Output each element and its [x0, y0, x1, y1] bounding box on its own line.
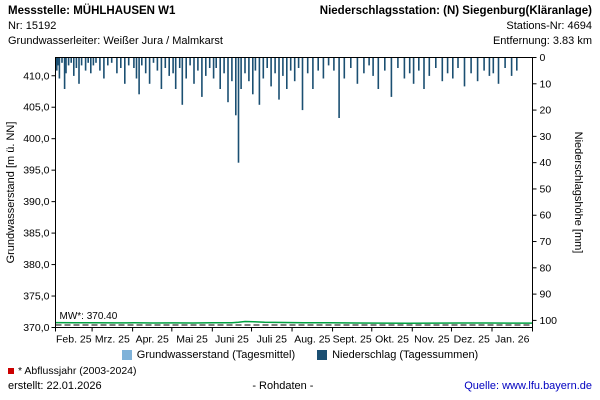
footnote-marker-icon	[8, 368, 14, 374]
station-header: Messstelle: MÜHLHAUSEN W1 Nr: 15192 Grun…	[8, 4, 223, 49]
plot-background	[55, 57, 533, 328]
right-axis-title: Niederschlagshöhe [mm]	[572, 132, 584, 254]
svg-text:90: 90	[540, 289, 552, 301]
svg-text:30: 30	[540, 131, 552, 143]
source-link[interactable]: Quelle: www.lfu.bayern.de	[464, 380, 592, 392]
svg-text:60: 60	[540, 210, 552, 222]
precipitation-bars	[56, 57, 518, 163]
precip-station-number: Stations-Nr: 4694	[506, 20, 592, 32]
raw-data-label: - Rohdaten -	[252, 380, 314, 392]
svg-text:Apr. 25: Apr. 25	[136, 334, 169, 346]
aquifer-info: Grundwasserleiter: Weißer Jura / Malmkar…	[8, 35, 223, 47]
right-axis-ticks: 0 10 20 30 40 50 60 70 80 90 100	[532, 52, 558, 327]
precip-station-title: Niederschlagsstation: (N) Siegenburg(Klä…	[319, 5, 592, 17]
svg-text:Mrz. 25: Mrz. 25	[95, 334, 130, 346]
svg-text:405,0: 405,0	[23, 102, 49, 114]
mean-water-label: MW*: 370.40	[60, 311, 118, 322]
footnote-row: * Abflussjahr (2003-2024)	[8, 365, 137, 377]
svg-text:80: 80	[540, 262, 552, 274]
precipitation-legend-marker	[317, 350, 328, 360]
svg-text:410,0: 410,0	[23, 70, 49, 82]
svg-text:20: 20	[540, 105, 552, 117]
precipitation-legend-label: Niederschlag (Tagessummen)	[332, 349, 479, 361]
svg-text:Okt. 25: Okt. 25	[375, 334, 409, 346]
left-axis-ticks: 410,0 405,0 400,0 395,0 390,0 385,0 380,0 375,0…	[23, 70, 56, 334]
svg-text:400,0: 400,0	[23, 133, 49, 145]
svg-text:385,0: 385,0	[23, 228, 49, 240]
svg-text:50: 50	[540, 183, 552, 195]
svg-text:Jan. 26: Jan. 26	[495, 334, 530, 346]
precip-station-distance: Entfernung: 3.83 km	[492, 35, 592, 47]
station-number: Nr: 15192	[8, 20, 57, 32]
legend-item-groundwater: Grundwasserstand (Tagesmittel)	[121, 349, 296, 361]
svg-text:Juli 25: Juli 25	[257, 334, 288, 346]
legend-item-precipitation: Niederschlag (Tagessummen)	[317, 349, 478, 361]
x-axis-ticks: Feb. 25 Mrz. 25 Apr. 25 Mai 25 Juni 25 Juli 2…	[55, 327, 533, 346]
left-axis-title: Grundwasserstand [m ü. NN]	[5, 122, 17, 264]
svg-text:390,0: 390,0	[23, 196, 49, 208]
svg-text:Aug. 25: Aug. 25	[294, 334, 330, 346]
svg-text:Dez. 25: Dez. 25	[454, 334, 490, 346]
station-title: Messstelle: MÜHLHAUSEN W1	[8, 5, 176, 17]
svg-text:Nov. 25: Nov. 25	[414, 334, 450, 346]
plot-border	[55, 57, 533, 328]
svg-text:10: 10	[540, 78, 552, 90]
svg-text:100: 100	[540, 315, 558, 327]
groundwater-legend-marker	[121, 350, 132, 360]
footer-row: erstellt: 22.01.2026 - Rohdaten - Quelle…	[8, 380, 592, 392]
chart-legend: Grundwasserstand (Tagesmittel) Niedersch…	[0, 349, 600, 361]
svg-text:70: 70	[540, 236, 552, 248]
footnote-text: * Abflussjahr (2003-2024)	[18, 365, 137, 377]
created-date: erstellt: 22.01.2026	[8, 380, 102, 392]
svg-text:370,0: 370,0	[23, 322, 49, 334]
svg-text:Sept. 25: Sept. 25	[333, 334, 372, 346]
svg-text:Mai 25: Mai 25	[176, 334, 208, 346]
svg-text:0: 0	[540, 52, 546, 64]
svg-text:Juni 25: Juni 25	[215, 334, 249, 346]
precip-station-header: Niederschlagsstation: (N) Siegenburg(Klä…	[320, 4, 592, 49]
svg-text:Feb. 25: Feb. 25	[56, 334, 92, 346]
groundwater-legend-label: Grundwasserstand (Tagesmittel)	[136, 349, 296, 361]
groundwater-line	[55, 320, 533, 324]
svg-text:380,0: 380,0	[23, 259, 49, 271]
groundwater-precipitation-chart: MW*: 370.40 410,0 405,0 400,0 395,0 390,0 385,…	[5, 52, 584, 346]
svg-text:40: 40	[540, 157, 552, 169]
svg-text:375,0: 375,0	[23, 291, 49, 303]
svg-text:395,0: 395,0	[23, 165, 49, 177]
